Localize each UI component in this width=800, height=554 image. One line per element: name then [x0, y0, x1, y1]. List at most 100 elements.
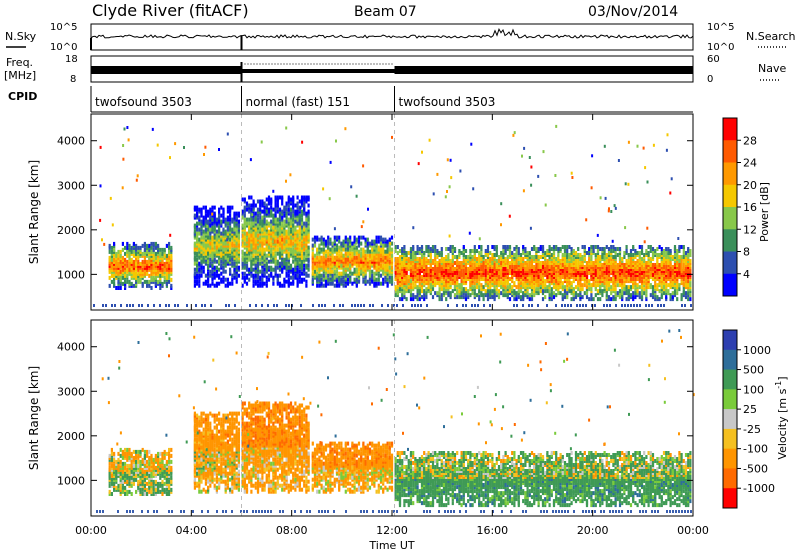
heatmap-cell: [146, 243, 149, 248]
heatmap-cell: [550, 297, 553, 302]
heatmap-cell: [528, 265, 531, 269]
heatmap-cell: [263, 239, 266, 244]
heatmap-cell: [285, 271, 288, 276]
heatmap-cell: [566, 253, 569, 257]
heatmap-cell: [484, 249, 487, 253]
heatmap-cell: [254, 255, 257, 260]
heatmap-cell: [469, 293, 472, 298]
heatmap-cell: [451, 245, 454, 249]
heatmap-cell: [303, 195, 306, 200]
heatmap-cell: [414, 263, 417, 267]
heatmap-cell: [544, 279, 547, 284]
heatmap-cell: [289, 249, 293, 254]
heatmap-cell: [667, 283, 670, 288]
heatmap-cell: [141, 259, 144, 264]
heatmap-cell: [671, 291, 674, 296]
heatmap-cell: [285, 219, 288, 224]
heatmap-cell: [320, 235, 323, 240]
heatmap-cell: [368, 259, 372, 264]
heatmap-cell: [276, 195, 279, 200]
heatmap-cell: [113, 277, 116, 282]
heatmap-cell: [121, 241, 124, 246]
heatmap-cell: [610, 261, 613, 265]
heatmap-cell: [248, 217, 251, 222]
heatmap-cell: [497, 289, 501, 294]
heatmap-cell: [594, 269, 597, 273]
heatmap-cell: [300, 243, 304, 248]
heatmap-cell: [316, 235, 319, 240]
heatmap-cell: [519, 253, 523, 257]
heatmap-cell: [248, 267, 251, 272]
heatmap-cell: [371, 239, 374, 244]
heatmap-cell: [256, 207, 260, 212]
heatmap-cell: [360, 251, 363, 256]
heatmap-cell: [610, 249, 613, 253]
heatmap-cell: [456, 259, 459, 263]
heatmap-cell: [165, 253, 168, 258]
heatmap-cell: [329, 241, 332, 246]
heatmap-cell: [583, 271, 586, 275]
heatmap-cell: [256, 213, 260, 218]
heatmap-cell: [139, 245, 142, 250]
heatmap-cell: [425, 291, 428, 296]
heatmap-cell: [427, 267, 430, 271]
heatmap-cell: [211, 253, 214, 258]
heatmap-cell: [585, 267, 589, 271]
heatmap-cell: [150, 249, 153, 254]
heatmap-cell: [311, 243, 314, 248]
heatmap-cell: [537, 287, 540, 292]
heatmap-cell: [233, 275, 236, 280]
heatmap-cell: [344, 251, 347, 256]
heatmap-cell: [453, 279, 457, 284]
heatmap-cell: [274, 205, 277, 210]
heatmap-cell: [267, 249, 271, 254]
heatmap-cell: [610, 245, 613, 249]
heatmap-cell: [596, 249, 600, 253]
heatmap-cell: [508, 283, 512, 288]
heatmap-cell: [207, 263, 210, 268]
heatmap-cell: [519, 289, 523, 294]
heatmap-cell: [420, 289, 424, 294]
heatmap-cell: [506, 269, 509, 273]
heatmap-cell: [209, 253, 212, 258]
heatmap-cell: [108, 275, 111, 280]
heatmap-cell: [478, 245, 481, 249]
heatmap-cell: [196, 273, 199, 278]
heatmap-cell: [202, 249, 205, 254]
heatmap-cell: [237, 249, 240, 254]
heatmap-cell: [333, 249, 336, 254]
heatmap-cell: [346, 273, 350, 278]
heatmap-cell: [592, 245, 595, 249]
heatmap-cell: [398, 255, 402, 259]
heatmap-cell: [423, 257, 426, 261]
heatmap-cell: [110, 273, 113, 278]
heatmap-cell: [486, 253, 490, 257]
heatmap-cell: [250, 203, 253, 208]
heatmap-cell: [346, 253, 350, 258]
nsearch-label: N.Search: [746, 30, 796, 43]
heatmap-cell: [285, 201, 288, 206]
heatmap-cell: [649, 257, 652, 261]
heatmap-cell: [643, 267, 646, 271]
heatmap-cell: [196, 251, 199, 256]
heatmap-cell: [320, 241, 323, 246]
heatmap-cell: [281, 223, 284, 228]
heatmap-cell: [368, 269, 372, 274]
heatmap-cell: [250, 273, 253, 278]
heatmap-cell: [307, 273, 310, 278]
heatmap-cell: [143, 259, 146, 264]
heatmap-cell: [276, 273, 279, 278]
heatmap-cell: [629, 279, 633, 284]
heatmap-cell: [207, 271, 210, 276]
heatmap-cell: [261, 199, 264, 204]
heatmap-cell: [292, 241, 295, 246]
heatmap-cell: [292, 203, 295, 208]
heatmap-cell: [146, 259, 149, 264]
heatmap-cell: [298, 273, 301, 278]
heatmap-cell: [442, 257, 446, 261]
heatmap-cell: [482, 293, 485, 298]
heatmap-cell: [581, 255, 584, 259]
heatmap-cell: [198, 283, 201, 288]
heatmap-cell: [229, 205, 232, 210]
heatmap-cell: [423, 297, 426, 302]
